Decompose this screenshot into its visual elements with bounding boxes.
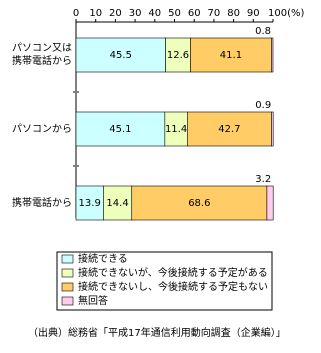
legend-swatch	[61, 296, 74, 306]
value-label: 13.9	[79, 198, 101, 209]
value-label: 11.4	[165, 124, 187, 135]
y-tick-label: パソコンから	[12, 123, 72, 135]
x-tick-label: 50	[168, 8, 181, 19]
value-label: 45.1	[109, 124, 131, 135]
legend-label: 接続できないし、今後接続する予定もない	[78, 280, 268, 293]
bar-segment	[190, 37, 272, 73]
value-label: 68.6	[188, 198, 210, 209]
x-tick-label: 40	[148, 8, 161, 19]
bar-segment	[75, 111, 166, 147]
source: （出典）総務省「平成17年通信利用動向調査（企業編）」	[28, 328, 286, 339]
x-tick-label: 70	[208, 8, 221, 19]
value-label: 0.9	[255, 100, 271, 111]
legend-label: 無回答	[78, 294, 108, 307]
value-label: 3.2	[255, 174, 271, 185]
legend-box	[56, 251, 273, 311]
bar-segment	[271, 37, 274, 73]
x-tick-label: 20	[109, 8, 122, 19]
value-label: 41.1	[220, 50, 242, 61]
x-tick-label: 30	[129, 8, 142, 19]
x-tick-label: 100(%)	[268, 8, 304, 19]
y-tick-label: 携帯電話から	[12, 197, 72, 209]
x-tick-label: 80	[227, 8, 240, 19]
x-tick-label: 60	[188, 8, 201, 19]
legend-label: 接続できる	[78, 252, 128, 265]
bar-segment	[266, 185, 274, 221]
value-label: 12.6	[167, 50, 189, 61]
value-label: 14.4	[106, 198, 128, 209]
x-tick-label: 10	[89, 8, 102, 19]
legend-swatch	[61, 254, 74, 264]
bar-segment	[103, 185, 133, 221]
legend-label: 接続できないが、今後接続する予定がある	[78, 266, 268, 279]
legend-swatch	[61, 282, 74, 292]
bar-segment	[131, 185, 268, 221]
bar-segment	[271, 111, 274, 147]
bar-segment	[75, 185, 104, 221]
legend-swatch	[61, 268, 74, 278]
value-label: 42.7	[218, 124, 240, 135]
bar-segment	[165, 37, 191, 73]
y-tick-label: パソコン又は 携帯電話から	[12, 43, 72, 67]
x-tick-label: 90	[247, 8, 260, 19]
x-tick-label: 0	[73, 8, 79, 19]
value-label: 45.5	[110, 50, 132, 61]
bar-segment	[187, 111, 272, 147]
value-label: 0.8	[255, 26, 271, 37]
